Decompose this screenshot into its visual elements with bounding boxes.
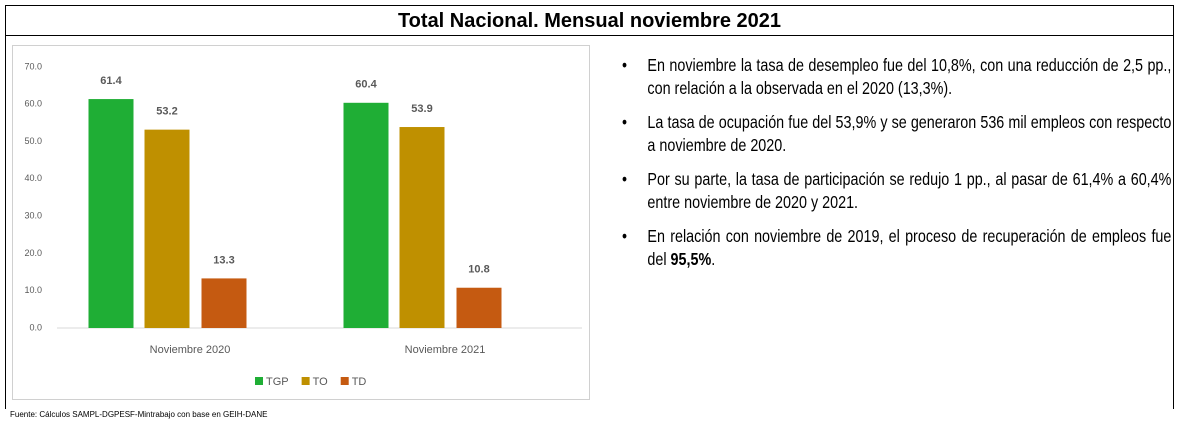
legend-label: TD [352, 376, 367, 388]
table-frame [5, 35, 1174, 409]
bullet-text: Por su parte, la tasa de participación s… [647, 169, 1172, 212]
bar [88, 99, 134, 328]
bullet: En noviembre la tasa de desempleo fue de… [622, 54, 1171, 99]
y-tick-label: 0.0 [29, 322, 42, 332]
bar [399, 127, 445, 328]
x-tick-label: Noviembre 2021 [405, 344, 486, 356]
data-label: 61.4 [100, 75, 122, 87]
legend-swatch [255, 377, 263, 385]
bullet-text: En relación con noviembre de 2019, el pr… [647, 226, 1172, 269]
data-label: 53.9 [411, 103, 432, 115]
data-label: 13.3 [213, 254, 234, 266]
legend-swatch [340, 377, 349, 385]
title: Total Nacional. Mensual noviembre 2021 [5, 5, 1174, 36]
bar [201, 278, 247, 328]
data-label: 10.8 [468, 264, 489, 276]
bullet-text: . [711, 248, 716, 269]
bullet: La tasa de ocupación fue del 53,9% y se … [622, 111, 1171, 156]
x-tick-label: Noviembre 2020 [150, 344, 231, 356]
bullet-list: En noviembre la tasa de desempleo fue de… [622, 54, 1171, 282]
legend-label: TGP [266, 376, 289, 388]
bullet-text: La tasa de ocupación fue del 53,9% y se … [647, 112, 1172, 155]
chart: 0.0 10.0 20.0 30.0 40.0 50.0 60.0 70.0 Noviembre… [12, 45, 590, 400]
bullet: En relación con noviembre de 2019, el pr… [622, 225, 1171, 270]
y-tick-label: 40.0 [24, 173, 42, 183]
y-tick-label: 70.0 [24, 61, 42, 71]
legend-label: TO [313, 376, 329, 388]
bullet-bold: 95,5% [670, 248, 712, 269]
legend-swatch [301, 377, 310, 385]
y-tick-label: 50.0 [24, 136, 42, 146]
bullet-text: En noviembre la tasa de desempleo fue de… [647, 55, 1172, 98]
y-tick-label: 20.0 [24, 248, 42, 258]
y-tick-label: 10.0 [24, 285, 42, 295]
bar [456, 287, 502, 328]
data-label: 60.4 [355, 79, 377, 91]
data-label: 53.2 [156, 106, 177, 118]
bar [343, 102, 389, 328]
bar [144, 129, 190, 328]
y-tick-label: 60.0 [24, 99, 42, 109]
bullet: Por su parte, la tasa de participación s… [622, 168, 1171, 213]
y-tick-label: 30.0 [24, 211, 42, 221]
source-note: Fuente: Cálculos SAMPL-DGPESF-Mintrabajo… [10, 410, 268, 419]
